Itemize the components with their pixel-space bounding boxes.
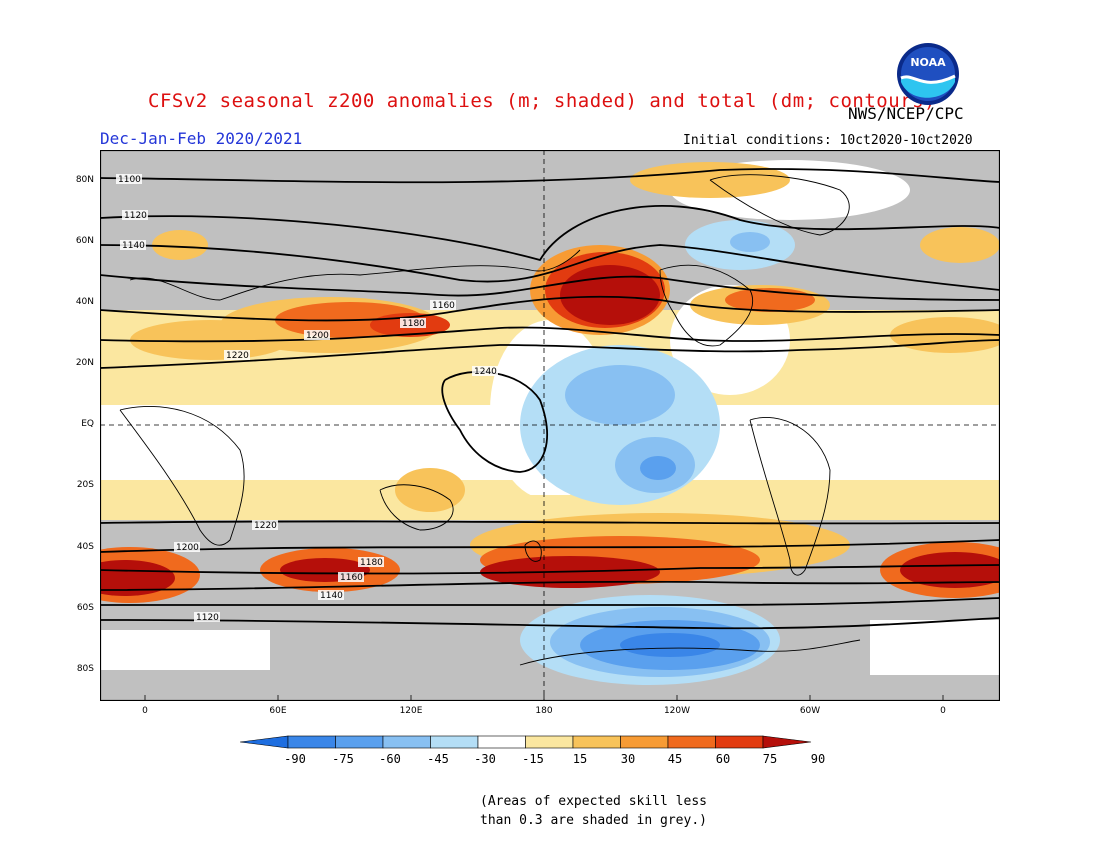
svg-text:NOAA: NOAA	[910, 56, 946, 69]
contour-label-1220-south: 1220	[254, 521, 277, 531]
contour-label-1160: 1160	[432, 301, 455, 311]
contour-label-1140: 1140	[122, 241, 145, 251]
lon-label-60w: 60W	[799, 706, 821, 716]
colorbar-label: -15	[522, 752, 544, 766]
colorbar-cell	[525, 735, 574, 749]
contour-label-1220: 1220	[226, 351, 249, 361]
colorbar-label: -45	[427, 752, 449, 766]
lon-label-120e: 120E	[399, 706, 423, 716]
lat-label-80s: 80S	[76, 664, 94, 674]
contour-label-1200-south: 1200	[176, 543, 199, 553]
color-scale-bar	[240, 735, 812, 749]
lon-label-0: 0	[142, 706, 148, 716]
contour-label-1180-south: 1180	[360, 558, 383, 568]
lat-label-60n: 60N	[75, 236, 94, 246]
anomaly-map: 1100 1120 1140 1160 1180 1200 1220 1240 …	[100, 150, 1000, 701]
colorbar-cell	[572, 735, 621, 749]
colorbar-cell	[287, 735, 336, 749]
colorbar-label: -75	[332, 752, 354, 766]
colorbar-cell	[477, 735, 526, 749]
colorbar-arrow-high	[762, 735, 812, 749]
skill-note: (Areas of expected skill less than 0.3 a…	[480, 792, 707, 830]
colorbar-cell	[430, 735, 479, 749]
agency-label: NWS/NCEP/CPC	[848, 104, 964, 123]
lat-label-20n: 20N	[75, 358, 94, 368]
skill-note-line-2: than 0.3 are shaded in grey.)	[480, 813, 707, 828]
contour-label-1120: 1120	[124, 211, 147, 221]
contour-label-1140-south: 1140	[320, 591, 343, 601]
lat-label-80n: 80N	[75, 175, 94, 185]
contour-label-1200: 1200	[306, 331, 329, 341]
colorbar-cell	[620, 735, 669, 749]
contour-labels: 1100 1120 1140 1160 1180 1200 1220 1240 …	[116, 174, 498, 623]
anomaly-shading	[100, 160, 1000, 685]
coastlines	[119, 174, 861, 666]
lat-label-60s: 60S	[76, 603, 94, 613]
lat-label-eq: EQ	[81, 419, 94, 429]
lat-label-40n: 40N	[75, 297, 94, 307]
colorbar-label: 45	[667, 752, 683, 766]
skill-note-line-1: (Areas of expected skill less	[480, 794, 707, 809]
initial-conditions-label: Initial conditions: 10ct2020-10ct2020	[683, 133, 973, 148]
colorbar-label: -90	[284, 752, 306, 766]
colorbar-cell	[335, 735, 384, 749]
lon-label-120w: 120W	[663, 706, 691, 716]
contour-label-1180: 1180	[402, 319, 425, 329]
contour-label-1240: 1240	[474, 367, 497, 377]
colorbar-label: 60	[715, 752, 731, 766]
colorbar-label: 75	[762, 752, 778, 766]
colorbar-cell	[715, 735, 764, 749]
lat-label-40s: 40S	[76, 542, 94, 552]
colorbar-label: 90	[810, 752, 826, 766]
contour-label-1100: 1100	[118, 175, 141, 185]
colorbar-label: 15	[572, 752, 588, 766]
contour-label-1160-south: 1160	[340, 573, 363, 583]
colorbar-cell	[382, 735, 431, 749]
lon-label-180: 180	[535, 706, 553, 716]
colorbar-label: -60	[379, 752, 401, 766]
season-label: Dec-Jan-Feb 2020/2021	[100, 129, 303, 148]
colorbar-label: 30	[620, 752, 636, 766]
lat-label-20s: 20S	[76, 480, 94, 490]
noaa-logo-icon: NOAA	[897, 43, 959, 105]
colorbar-cell	[667, 735, 716, 749]
map-title: CFSv2 seasonal z200 anomalies (m; shaded…	[148, 90, 936, 112]
colorbar-arrow-low	[240, 735, 289, 749]
lon-label-0-east: 0	[940, 706, 946, 716]
contour-label-1120-south: 1120	[196, 613, 219, 623]
lon-label-60e: 60E	[269, 706, 287, 716]
colorbar-label: -30	[474, 752, 496, 766]
